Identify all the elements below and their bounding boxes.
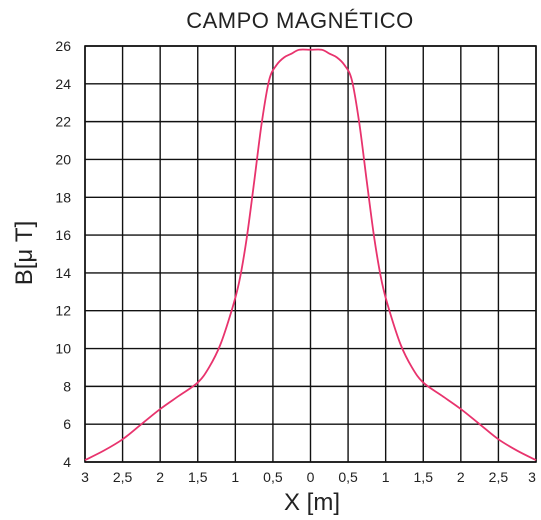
series-line-magnetic-field xyxy=(84,48,537,461)
y-tick-label: 6 xyxy=(63,416,71,432)
x-tick-label: 3 xyxy=(528,469,536,485)
y-tick-label: 12 xyxy=(55,303,71,319)
grid xyxy=(84,45,537,463)
y-tick-label: 24 xyxy=(55,76,71,92)
x-tick-label: 2 xyxy=(457,469,465,485)
y-tick-label: 14 xyxy=(55,265,71,281)
y-tick-label: 26 xyxy=(55,38,71,54)
y-tick-label: 22 xyxy=(55,114,71,130)
tick-labels: 3 2,5 2 1,5 1 0,5 0 0,5 1 1,5 2 2,5 3468101214161820… xyxy=(55,38,536,485)
x-tick-label: 0 xyxy=(307,469,315,485)
x-tick-label: 1,5 xyxy=(188,469,208,485)
chart-title: CAMPO MAGNÉTICO xyxy=(186,8,414,33)
x-tick-label: 2 xyxy=(156,469,164,485)
y-tick-label: 16 xyxy=(55,227,71,243)
y-tick-label: 20 xyxy=(55,151,71,167)
y-tick-label: 8 xyxy=(63,378,71,394)
x-tick-label: 2,5 xyxy=(113,469,133,485)
x-tick-label: 1,5 xyxy=(414,469,434,485)
x-tick-label: 2,5 xyxy=(489,469,509,485)
x-tick-label: 1 xyxy=(382,469,390,485)
y-axis-label: B[μ T] xyxy=(11,221,38,286)
y-tick-label: 18 xyxy=(55,189,71,205)
y-tick-label: 4 xyxy=(63,454,71,470)
x-tick-label: 0,5 xyxy=(338,469,358,485)
y-tick-label: 10 xyxy=(55,341,71,357)
x-tick-label: 0,5 xyxy=(263,469,283,485)
x-axis-label: X [m] xyxy=(284,489,340,516)
x-tick-label: 3 xyxy=(81,469,89,485)
x-tick-label: 1 xyxy=(231,469,239,485)
plot-frame xyxy=(84,45,537,463)
